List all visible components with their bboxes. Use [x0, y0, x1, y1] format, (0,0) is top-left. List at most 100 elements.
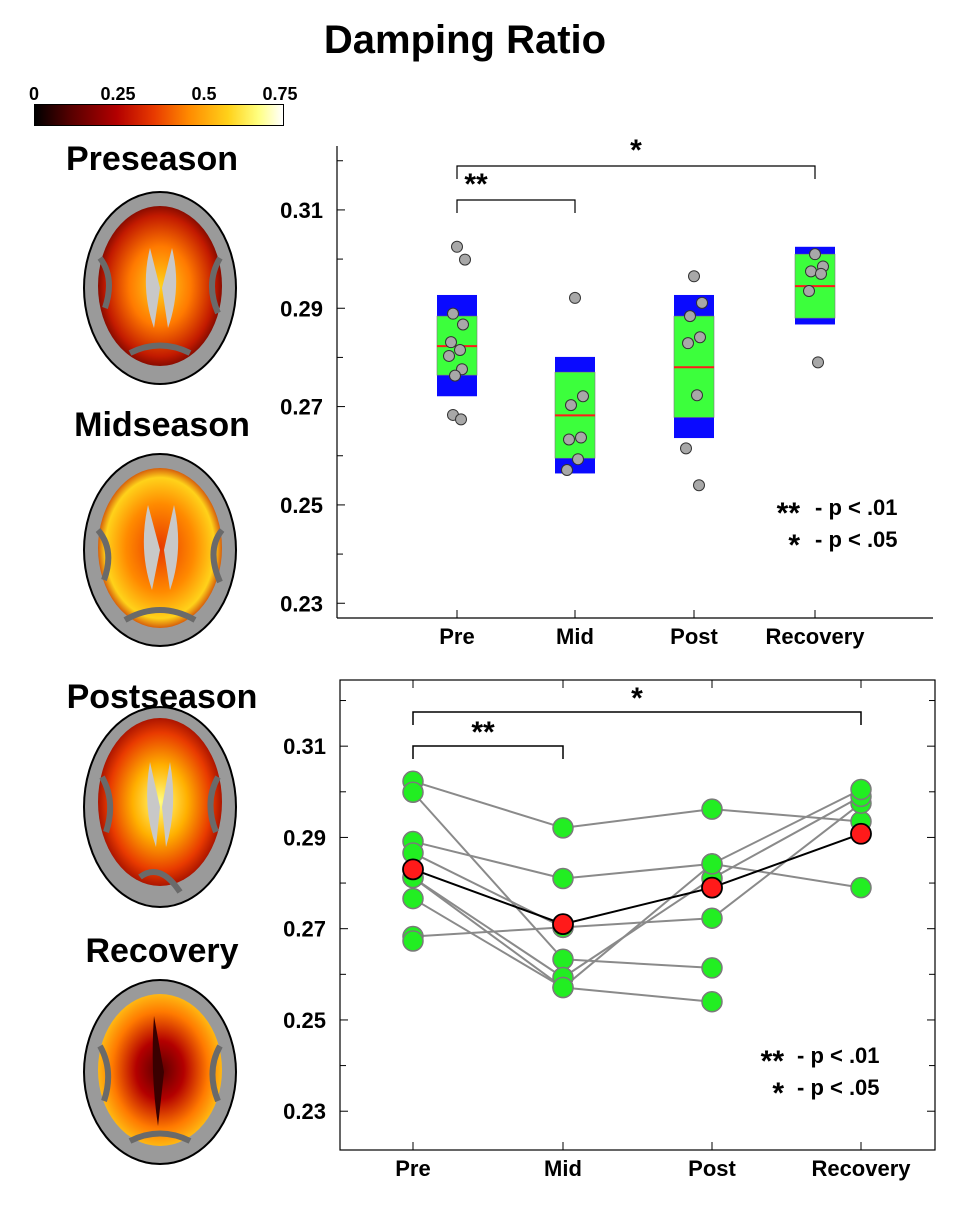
subject-point — [552, 948, 574, 971]
y-tick-label: 0.27 — [283, 917, 326, 942]
significance-bracket — [412, 745, 564, 759]
subject-line — [412, 840, 564, 880]
subject-line — [562, 808, 713, 829]
mean-line — [711, 832, 862, 889]
y-tick-label: 0.29 — [283, 825, 326, 850]
subject-line — [412, 780, 564, 829]
subject-point — [850, 778, 872, 801]
plot-frame — [339, 679, 936, 1151]
subject-line — [412, 897, 564, 989]
y-tick-label: 0.25 — [283, 1008, 326, 1033]
data-point — [805, 265, 817, 278]
mean-point — [402, 858, 424, 881]
subject-line — [562, 986, 713, 1003]
colorbar-gradient — [34, 104, 284, 126]
subject-line — [562, 877, 713, 979]
x-tick-label: Recovery — [765, 624, 865, 649]
legend-stars: * — [772, 1077, 784, 1110]
subject-point — [701, 798, 723, 820]
brain-scan-postseason — [83, 706, 237, 908]
colorbar: 0 0.25 0.5 0.75 — [29, 84, 298, 128]
mean-point — [850, 822, 872, 845]
legend-text: - p < .05 — [797, 1075, 880, 1100]
significance-stars: * — [631, 682, 643, 715]
x-tick-label: Mid — [544, 1156, 582, 1181]
data-point — [459, 253, 471, 266]
x-tick-label: Pre — [395, 1156, 430, 1181]
significance-stars: * — [630, 134, 642, 167]
subject-point — [701, 907, 723, 929]
scan-label-recovery: Recovery — [85, 932, 239, 970]
colorbar-tick: 0.25 — [100, 84, 136, 104]
subject-point — [850, 876, 872, 899]
significance-bracket — [456, 165, 816, 179]
scan-label-midseason: Midseason — [74, 406, 250, 444]
data-point — [572, 453, 584, 466]
legend-text: - p < .01 — [815, 495, 898, 520]
colorbar-tick: 0.5 — [191, 84, 217, 104]
data-point — [454, 344, 466, 357]
subject-line — [412, 926, 564, 938]
subject-point — [701, 957, 723, 979]
subject-point — [552, 867, 574, 890]
significance-bracket — [412, 711, 862, 725]
brain-scan-midseason — [83, 453, 237, 647]
data-point — [563, 433, 575, 446]
y-tick-label: 0.31 — [283, 734, 326, 759]
subject-line — [711, 862, 862, 889]
data-point — [451, 240, 463, 253]
y-tick-label: 0.23 — [283, 1099, 326, 1124]
data-point — [680, 442, 692, 455]
data-point — [691, 389, 703, 402]
colorbar-tick: 0 — [28, 84, 40, 104]
subject-line — [711, 795, 862, 880]
subject-line — [562, 917, 713, 929]
x-tick-label: Pre — [439, 624, 474, 649]
mean-point — [552, 913, 574, 936]
data-point — [457, 318, 469, 331]
data-point — [812, 356, 824, 369]
subject-point — [552, 817, 574, 839]
x-tick-label: Mid — [556, 624, 594, 649]
y-tick-label: 0.25 — [280, 493, 323, 518]
subject-line — [711, 808, 862, 823]
x-tick-label: Post — [688, 1156, 736, 1181]
significance-stars: ** — [464, 168, 488, 201]
data-point — [569, 291, 581, 304]
subject-line — [711, 788, 862, 865]
subject-point — [402, 930, 424, 952]
mean-line — [562, 886, 713, 926]
y-tick-label: 0.23 — [280, 591, 323, 616]
significance-stars: ** — [471, 716, 495, 749]
data-point — [693, 479, 705, 492]
subject-line — [562, 862, 713, 880]
subject-point — [402, 781, 424, 804]
legend-text: - p < .01 — [797, 1043, 880, 1068]
figure-title: Damping Ratio — [323, 18, 607, 62]
data-point — [809, 248, 821, 261]
data-point — [575, 431, 587, 444]
subject-point — [402, 887, 424, 910]
data-point — [815, 267, 827, 280]
subject-point — [701, 990, 723, 1013]
data-point — [443, 349, 455, 362]
mean-point — [701, 876, 723, 899]
colorbar-tick: 0.75 — [262, 84, 298, 104]
data-point — [694, 331, 706, 344]
data-point — [447, 307, 459, 320]
significance-bracket — [456, 199, 576, 213]
data-point — [561, 464, 573, 477]
legend-text: - p < .05 — [815, 527, 898, 552]
subject-line — [412, 876, 564, 979]
data-point — [684, 310, 696, 323]
legend-stars: ** — [761, 1045, 785, 1078]
subject-point — [552, 976, 574, 999]
data-point — [696, 296, 708, 309]
data-point — [577, 390, 589, 403]
data-point — [455, 413, 467, 426]
x-tick-label: Recovery — [811, 1156, 911, 1181]
legend-stars: ** — [777, 497, 801, 530]
data-point — [803, 285, 815, 298]
subject-line — [412, 791, 564, 960]
